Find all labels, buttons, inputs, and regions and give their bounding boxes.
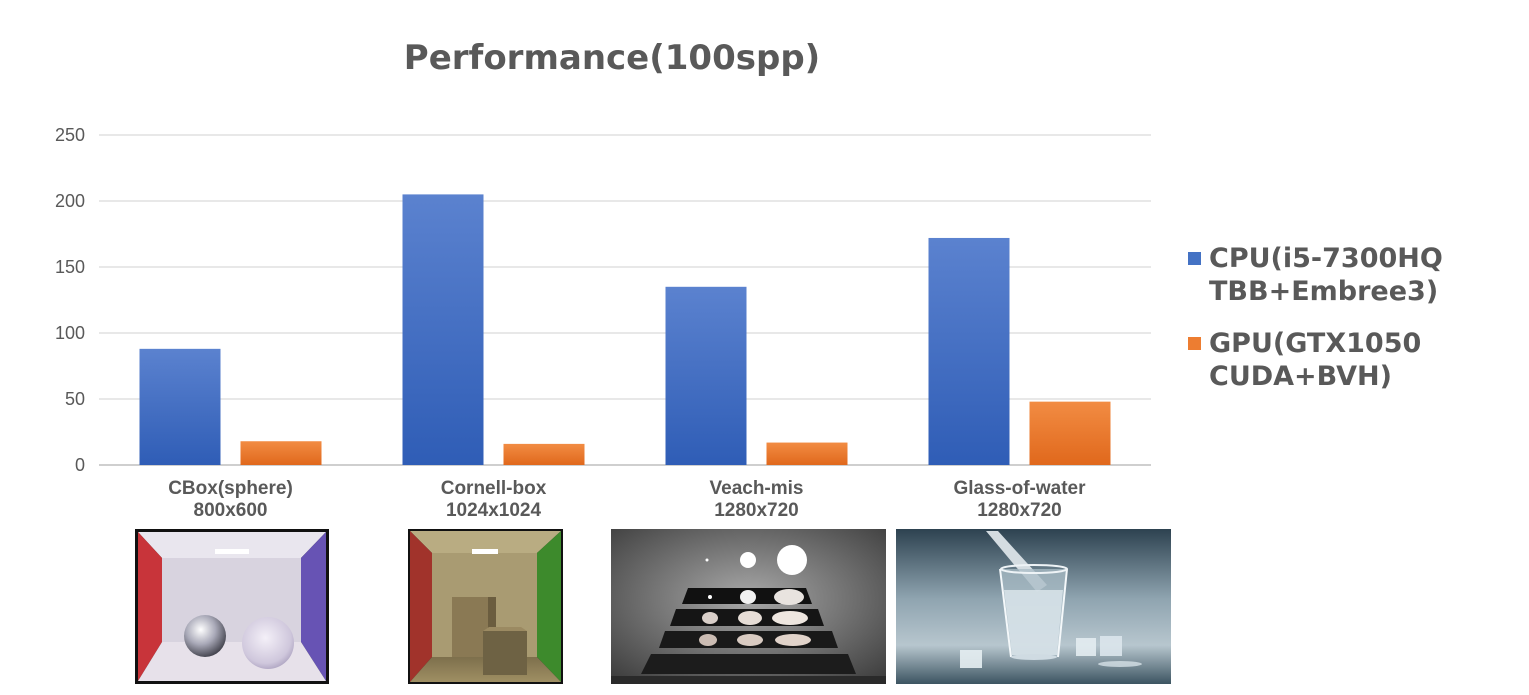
y-tick-label: 250 <box>55 125 85 145</box>
chart-title: Performance(100spp) <box>404 38 820 78</box>
x-category-label: 1280x720 <box>714 500 799 521</box>
x-category-label: 1024x1024 <box>446 500 542 521</box>
bar-cpu <box>402 194 484 465</box>
y-tick-label: 50 <box>65 389 85 409</box>
cbox-sphere-render-thumbnail <box>135 529 329 684</box>
y-tick-label: 200 <box>55 191 85 211</box>
x-category-label: CBox(sphere) <box>168 478 293 499</box>
legend-label: CUDA+BVH) <box>1209 361 1392 392</box>
x-category-label: 1280x720 <box>977 500 1062 521</box>
y-axis-ticks: 0 50 100 150 200 250 <box>55 125 85 475</box>
y-tick-label: 0 <box>75 455 85 475</box>
legend-swatch <box>1188 252 1201 265</box>
glass-of-water-render-thumbnail <box>896 529 1171 684</box>
bar-gpu <box>503 443 585 465</box>
bar-cpu <box>665 286 747 465</box>
cornell-box-render-thumbnail <box>408 529 563 684</box>
y-tick-label: 150 <box>55 257 85 277</box>
bars <box>139 194 1111 465</box>
bar-gpu <box>766 442 848 465</box>
bar-cpu <box>928 237 1010 465</box>
bar-cpu <box>139 348 221 465</box>
legend-label: GPU(GTX1050 <box>1209 328 1421 359</box>
x-category-label: Veach-mis <box>710 478 804 499</box>
veach-mis-render-thumbnail <box>611 529 886 684</box>
bar-gpu <box>240 441 322 465</box>
x-category-label: Glass-of-water <box>954 478 1087 499</box>
y-tick-label: 100 <box>55 323 85 343</box>
x-category-label: 800x600 <box>194 500 268 521</box>
bar-gpu <box>1029 401 1111 465</box>
legend-label: TBB+Embree3) <box>1209 276 1438 307</box>
legend-swatch <box>1188 337 1201 350</box>
x-category-label: Cornell-box <box>441 478 547 499</box>
legend-label: CPU(i5-7300HQ <box>1209 243 1443 274</box>
